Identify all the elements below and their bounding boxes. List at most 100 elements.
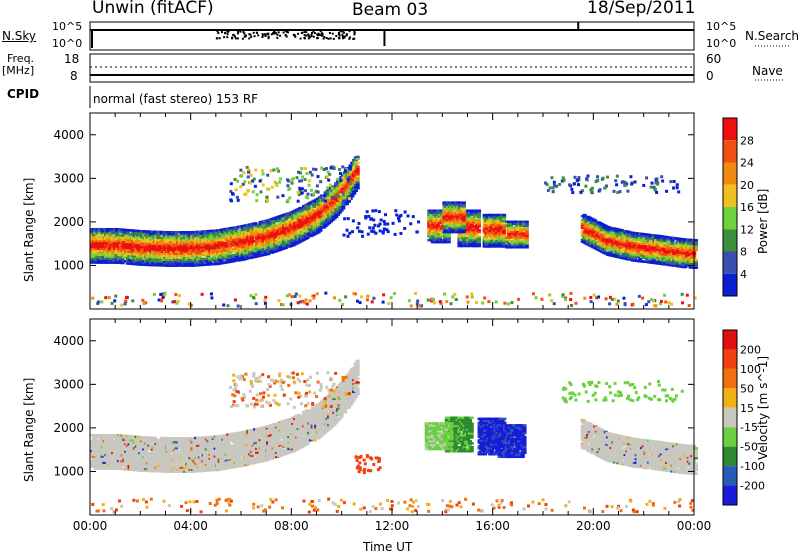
data-cell xyxy=(626,189,630,193)
data-cell xyxy=(312,296,316,300)
nsky-noise-point xyxy=(303,36,306,39)
data-cell xyxy=(475,227,480,230)
data-cell xyxy=(340,191,344,195)
nsky-noise-point xyxy=(217,31,220,34)
data-cell xyxy=(307,183,311,187)
data-cell xyxy=(102,249,107,253)
data-cell xyxy=(206,237,211,241)
data-cell xyxy=(250,179,254,183)
data-cell xyxy=(414,291,418,295)
data-cell xyxy=(494,239,500,242)
data-cell xyxy=(274,182,278,186)
data-cell xyxy=(409,304,413,308)
data-cell xyxy=(517,226,522,229)
data-cell xyxy=(670,238,675,242)
data-cell xyxy=(371,209,375,213)
data-cell xyxy=(285,232,290,235)
data-cell xyxy=(211,231,217,234)
data-cell xyxy=(266,244,271,248)
freq-right-tick-bottom: 0 xyxy=(706,69,714,83)
data-cell xyxy=(605,241,610,244)
data-cell xyxy=(346,178,350,182)
data-cell xyxy=(318,227,323,230)
data-cell xyxy=(623,302,627,306)
data-cell xyxy=(366,232,370,236)
nave-label: Nave xyxy=(752,64,783,78)
data-cell xyxy=(346,194,351,197)
data-cell xyxy=(320,208,325,211)
data-cell xyxy=(190,238,195,242)
data-cell xyxy=(476,219,482,222)
data-cell xyxy=(334,203,339,207)
data-cell xyxy=(524,238,529,241)
data-cell xyxy=(481,301,485,305)
data-cell xyxy=(465,295,469,299)
data-cell xyxy=(476,221,482,224)
data-cell xyxy=(631,302,635,306)
data-cell xyxy=(105,233,111,237)
data-cell xyxy=(285,294,289,298)
data-cell xyxy=(371,226,375,230)
data-cell xyxy=(197,256,202,259)
data-cell xyxy=(129,260,134,264)
data-cell xyxy=(439,234,444,238)
data-cell xyxy=(226,250,231,254)
data-cell xyxy=(123,302,127,306)
data-cell xyxy=(494,245,500,248)
data-cell xyxy=(246,227,251,231)
data-cell xyxy=(157,298,161,302)
data-cell xyxy=(686,254,691,257)
data-cell xyxy=(355,179,360,182)
data-cell xyxy=(331,165,335,169)
station-title: Unwin (fitACF) xyxy=(92,0,214,18)
data-cell xyxy=(632,257,638,260)
data-cell xyxy=(393,232,397,236)
data-cell xyxy=(136,261,141,264)
data-cell xyxy=(663,293,667,297)
nsky-noise-point xyxy=(266,33,269,36)
data-cell xyxy=(475,300,479,304)
data-cell xyxy=(524,244,529,247)
data-cell xyxy=(524,236,529,239)
data-cell xyxy=(266,199,270,203)
data-cell xyxy=(668,254,673,257)
data-cell xyxy=(122,252,127,255)
data-cell xyxy=(279,177,283,181)
data-cell xyxy=(462,232,467,236)
data-cell xyxy=(665,235,670,239)
nsky-noise-point xyxy=(256,31,259,34)
data-cell xyxy=(437,236,443,240)
data-cell xyxy=(249,244,255,247)
data-cell xyxy=(351,168,357,172)
data-cell xyxy=(190,248,195,252)
data-cell xyxy=(142,261,147,265)
nsky-noise-point xyxy=(292,33,295,36)
data-cell xyxy=(347,175,351,179)
data-cell xyxy=(501,221,507,225)
data-cell xyxy=(683,250,688,253)
data-cell xyxy=(418,303,422,307)
data-cell xyxy=(120,257,125,261)
data-cell xyxy=(693,258,698,262)
data-cell xyxy=(147,255,152,259)
data-cell xyxy=(262,224,267,227)
data-cell xyxy=(646,249,652,252)
data-cell xyxy=(609,232,614,236)
data-cell xyxy=(145,261,150,265)
data-cell xyxy=(163,248,168,252)
data-cell xyxy=(672,264,677,267)
data-cell xyxy=(271,219,276,222)
data-cell xyxy=(461,224,466,228)
data-cell xyxy=(276,195,280,199)
data-cell xyxy=(201,263,206,267)
data-cell xyxy=(620,231,625,234)
data-cell xyxy=(420,304,424,308)
data-cell xyxy=(503,301,507,305)
data-cell xyxy=(636,242,641,245)
data-cell xyxy=(320,198,324,202)
data-cell xyxy=(195,232,201,236)
data-cell xyxy=(604,184,608,188)
data-cell xyxy=(259,190,263,194)
data-cell xyxy=(338,168,342,172)
data-cell xyxy=(142,301,146,305)
